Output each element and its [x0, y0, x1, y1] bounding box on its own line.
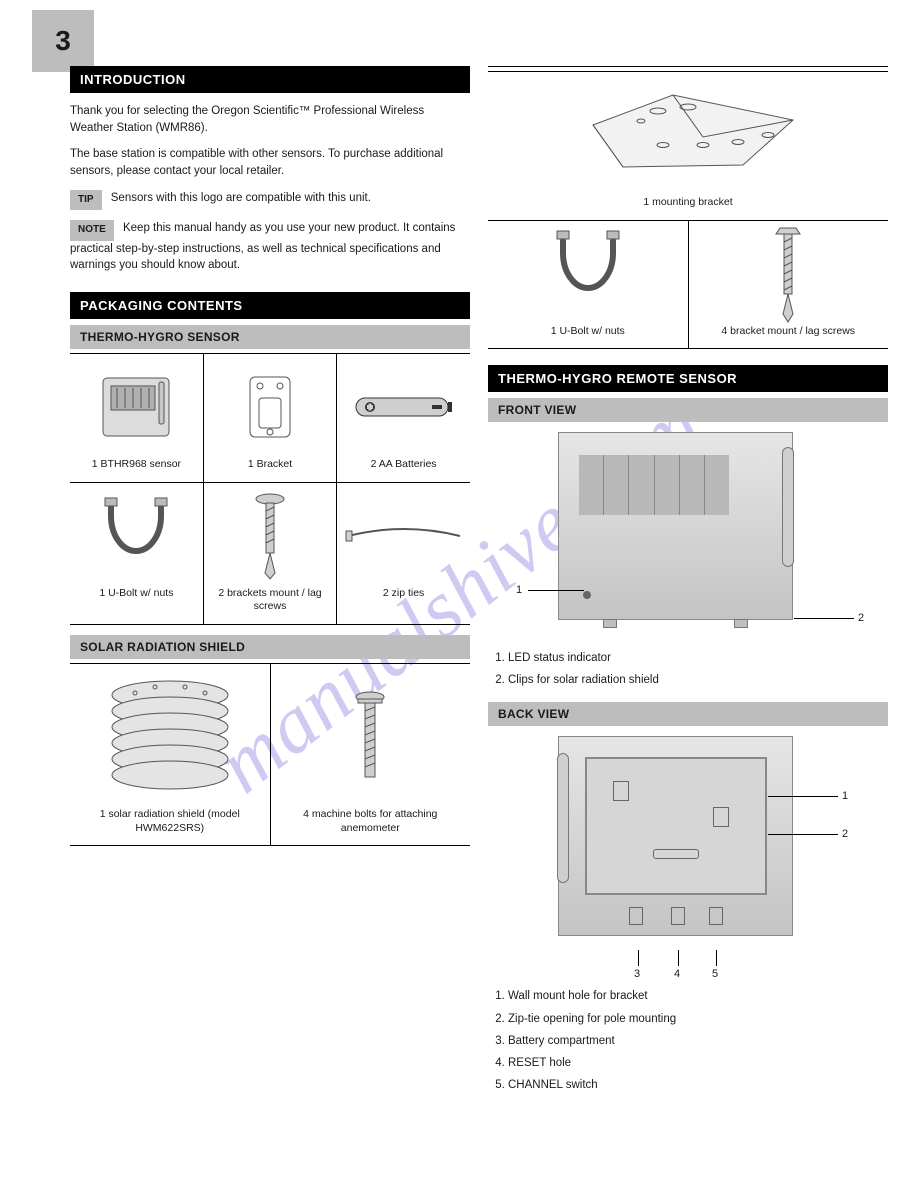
back-callout-num-5: 5: [712, 968, 718, 980]
back-callout-3: Battery compartment: [508, 1033, 888, 1049]
thermo-item-cap-2: 2 AA Batteries: [343, 458, 464, 472]
back-callout-num-1: 1: [842, 790, 848, 802]
back-callout-num-2: 2: [842, 828, 848, 840]
back-callout-num-3: 3: [634, 968, 640, 980]
thermo-item-cell-5: 2 zip ties: [337, 482, 470, 624]
shield-item-cell-0: 1 solar radiation shield (model HWM622SR…: [70, 663, 270, 845]
shield-icon: [76, 672, 264, 802]
thermo-item-cell-1: 1 Bracket: [203, 354, 336, 483]
front-callout-2: Clips for solar radiation shield: [508, 672, 888, 688]
mount-item-cap-2: 4 bracket mount / lag screws: [695, 325, 883, 339]
back-callout-num-4: 4: [674, 968, 680, 980]
back-callout-5: CHANNEL switch: [508, 1077, 888, 1093]
shield-item-cell-1: 4 machine bolts for attaching anemometer: [270, 663, 470, 845]
section-introduction-title: INTRODUCTION: [70, 66, 470, 93]
front-callout-1: LED status indicator: [508, 650, 888, 666]
sub-thermo-title: THERMO-HYGRO SENSOR: [70, 325, 470, 349]
tip-chip: TIP: [70, 190, 102, 211]
back-callout-2: Zip-tie opening for pole mounting: [508, 1011, 888, 1027]
mount-item-cap-0: 1 mounting bracket: [494, 196, 882, 210]
intro-para-2: The base station is compatible with othe…: [70, 146, 470, 179]
compat-text: Sensors with this logo are compatible wi…: [111, 192, 371, 204]
back-callout-1: Wall mount hole for bracket: [508, 988, 888, 1004]
bolt-icon: [277, 672, 465, 802]
shield-item-cap-1: 4 machine bolts for attaching anemometer: [277, 808, 465, 835]
thermo-item-cap-5: 2 zip ties: [343, 587, 464, 601]
mount-item-cap-1: 1 U-Bolt w/ nuts: [494, 325, 682, 339]
shield-item-cap-0: 1 solar radiation shield (model HWM622SR…: [76, 808, 264, 835]
lagscrew-icon: [210, 491, 330, 581]
thermo-item-cap-4: 2 brackets mount / lag screws: [210, 587, 330, 614]
page: manualshive.com 3 INTRODUCTION Thank you…: [0, 0, 918, 1188]
thermo-item-cell-3: 1 U-Bolt w/ nuts: [70, 482, 203, 624]
front-callout-list: LED status indicator Clips for solar rad…: [488, 650, 888, 688]
sub-front-title: FRONT VIEW: [488, 398, 888, 422]
compat-para: TIP Sensors with this logo are compatibl…: [70, 190, 470, 211]
section-packaging-title: PACKAGING CONTENTS: [70, 292, 470, 319]
left-column: INTRODUCTION Thank you for selecting the…: [70, 66, 470, 846]
section-sensor-title: THERMO-HYGRO REMOTE SENSOR: [488, 365, 888, 392]
mount-item-cell-0: 1 mounting bracket: [488, 72, 888, 221]
ubolt-icon-2: [494, 229, 682, 319]
right-column: 1 mounting bracket 1 U-Bolt w/ nuts 4 br…: [488, 66, 888, 1099]
sub-back-title: BACK VIEW: [488, 702, 888, 726]
mount-item-cell-2: 4 bracket mount / lag screws: [688, 220, 888, 349]
sensor-box-icon: [76, 362, 197, 452]
thermo-item-cap-0: 1 BTHR968 sensor: [76, 458, 197, 472]
ubolt-icon: [76, 491, 197, 581]
front-callout-num-1: 1: [516, 584, 522, 596]
sub-shield-title: SOLAR RADIATION SHIELD: [70, 635, 470, 659]
note-text: Keep this manual handy as you use your n…: [70, 222, 455, 271]
front-view-figure: 1 2: [488, 432, 888, 642]
thermo-item-cell-2: 2 AA Batteries: [337, 354, 470, 483]
mount-item-cell-1: 1 U-Bolt w/ nuts: [488, 220, 688, 349]
page-number-tab: 3: [32, 10, 94, 72]
back-callout-list: Wall mount hole for bracket Zip-tie open…: [488, 988, 888, 1092]
sensor-front-illustration: [558, 432, 793, 620]
bracket-small-icon: [210, 362, 330, 452]
thermo-items-table: 1 BTHR968 sensor 1 Bracket 2 AA Batterie…: [70, 353, 470, 625]
sensor-back-illustration: [558, 736, 793, 936]
thermo-item-cell-0: 1 BTHR968 sensor: [70, 354, 203, 483]
mount-bracket-icon: [494, 80, 882, 190]
mount-items-table: 1 mounting bracket 1 U-Bolt w/ nuts 4 br…: [488, 71, 888, 349]
back-callout-4: RESET hole: [508, 1055, 888, 1071]
back-view-figure: 1 2 3 4 5: [488, 736, 888, 964]
note-para: NOTE Keep this manual handy as you use y…: [70, 220, 470, 274]
shield-items-table: 1 solar radiation shield (model HWM622SR…: [70, 663, 470, 846]
note-chip: NOTE: [70, 220, 114, 241]
front-callout-num-2: 2: [858, 612, 864, 624]
right-top-rule: [488, 66, 888, 67]
lagscrew-icon-2: [695, 229, 883, 319]
intro-para-1: Thank you for selecting the Oregon Scien…: [70, 103, 470, 136]
page-number: 3: [55, 25, 71, 57]
thermo-item-cell-4: 2 brackets mount / lag screws: [203, 482, 336, 624]
thermo-item-cap-1: 1 Bracket: [210, 458, 330, 472]
battery-icon: [343, 362, 464, 452]
ziptie-icon: [343, 491, 464, 581]
thermo-item-cap-3: 1 U-Bolt w/ nuts: [76, 587, 197, 601]
